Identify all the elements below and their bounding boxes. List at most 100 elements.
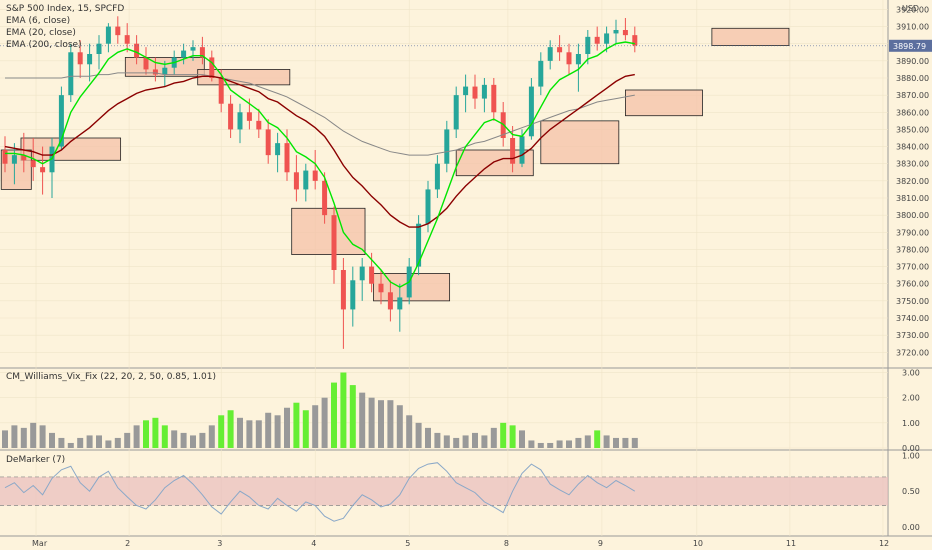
- vix-bar: [86, 435, 93, 448]
- price-tick-label: 3860.00: [896, 108, 929, 117]
- candle-body: [632, 35, 638, 46]
- candle-body: [237, 112, 243, 130]
- candle-body: [604, 33, 610, 44]
- candle-body: [68, 52, 74, 96]
- vix-bar: [594, 430, 601, 448]
- price-tick-label: 3920.00: [896, 5, 929, 14]
- candle-body: [463, 86, 469, 96]
- candle-body: [134, 43, 140, 58]
- vix-bar: [387, 400, 394, 448]
- candlestick-series: [2, 16, 638, 349]
- vix-bar: [2, 430, 8, 448]
- candle-body: [162, 67, 168, 75]
- candle-body: [528, 86, 534, 137]
- candle-body: [519, 136, 525, 164]
- vix-bar: [39, 425, 46, 448]
- price-tick-label: 3810.00: [896, 194, 929, 203]
- candle-body: [566, 52, 572, 65]
- candle-body: [256, 120, 262, 130]
- candle-body: [2, 150, 8, 164]
- candle-body: [491, 84, 497, 113]
- vix-bar: [58, 437, 65, 448]
- vix-bar: [566, 440, 572, 448]
- price-tick-label: 3750.00: [896, 297, 929, 306]
- vix-bar: [434, 432, 441, 448]
- vix-bar: [152, 417, 159, 448]
- vix-bar: [124, 432, 131, 448]
- vix-fix-panel: 0.00 1.00 2.00 3.00: [0, 369, 920, 453]
- price-tick-label: 3880.00: [896, 74, 929, 83]
- vix-bar: [161, 425, 168, 448]
- vix-bar: [528, 440, 535, 448]
- candle-body: [152, 69, 158, 75]
- candle-body: [21, 155, 27, 161]
- vix-bar: [462, 435, 469, 448]
- time-tick-label: 2: [125, 539, 130, 548]
- vix-bar: [519, 430, 525, 448]
- vix-bar: [631, 437, 638, 448]
- price-tick-label: 3760.00: [896, 280, 929, 289]
- chart-title: S&P 500 Index, 15, SPCFD: [6, 4, 125, 14]
- candle-body: [96, 43, 102, 54]
- demarker-tick-label: 0.50: [902, 487, 920, 496]
- time-axis: Mar 2 3 4 5 8 9 10 11 12: [32, 539, 889, 548]
- price-tick-label: 3790.00: [896, 228, 929, 237]
- chart-legend: S&P 500 Index, 15, SPCFD EMA (6, close) …: [6, 3, 124, 51]
- candle-body: [87, 54, 93, 65]
- vix-bar: [171, 430, 178, 448]
- price-tick-label: 3850.00: [896, 125, 929, 134]
- vix-bar: [603, 435, 610, 448]
- price-tick-label: 3780.00: [896, 245, 929, 254]
- vix-bar: [443, 435, 450, 448]
- vix-bar: [500, 422, 507, 448]
- candle-body: [594, 36, 600, 44]
- candle-body: [77, 52, 83, 65]
- vix-bar: [49, 432, 55, 448]
- vix-bar: [255, 420, 262, 448]
- vix-bar: [20, 427, 27, 448]
- candle-body: [115, 26, 121, 36]
- candle-body: [369, 266, 375, 284]
- vix-bar: [237, 417, 243, 448]
- vix-bar: [67, 442, 74, 448]
- vix-bar: [490, 427, 497, 448]
- candle-body: [40, 167, 46, 173]
- candle-body: [613, 30, 619, 34]
- demarker-panel: 0.00 0.50 1.00: [0, 452, 920, 532]
- candle-body: [397, 297, 403, 310]
- zone-box: [625, 89, 703, 117]
- demarker-panel-label: DeMarker (7): [6, 455, 66, 465]
- supply-demand-boxes: [0, 27, 790, 302]
- candle-body: [265, 129, 271, 156]
- vix-bar: [368, 397, 375, 448]
- time-tick-label: 9: [598, 539, 603, 548]
- vix-bar: [378, 400, 384, 448]
- price-tick-label: 3730.00: [896, 331, 929, 340]
- candle-body: [359, 266, 365, 281]
- candle-body: [453, 95, 459, 130]
- last-price-label: 3898.79: [893, 42, 926, 51]
- candle-body: [209, 57, 215, 78]
- vix-bar: [77, 437, 84, 448]
- vix-bar: [265, 412, 272, 448]
- candle-body: [538, 60, 544, 87]
- candle-body: [11, 155, 17, 164]
- candle-body: [472, 86, 478, 99]
- vix-bar: [613, 437, 619, 448]
- legend-ema200: EMA (200, close): [6, 40, 82, 50]
- price-tick-label: 3870.00: [896, 91, 929, 100]
- zone-box: [291, 207, 366, 255]
- vix-bar: [472, 432, 478, 448]
- candle-body: [350, 280, 356, 310]
- vix-tick-label: 2.00: [902, 394, 920, 403]
- price-tick-label: 3740.00: [896, 314, 929, 323]
- candle-body: [181, 50, 187, 58]
- candle-body: [444, 129, 450, 164]
- vix-bar: [547, 442, 554, 448]
- candle-body: [510, 138, 516, 164]
- candle-body: [143, 57, 149, 70]
- vix-bar: [396, 405, 403, 448]
- price-tick-label: 3820.00: [896, 177, 929, 186]
- vix-bar: [453, 437, 460, 448]
- zone-box: [711, 27, 790, 46]
